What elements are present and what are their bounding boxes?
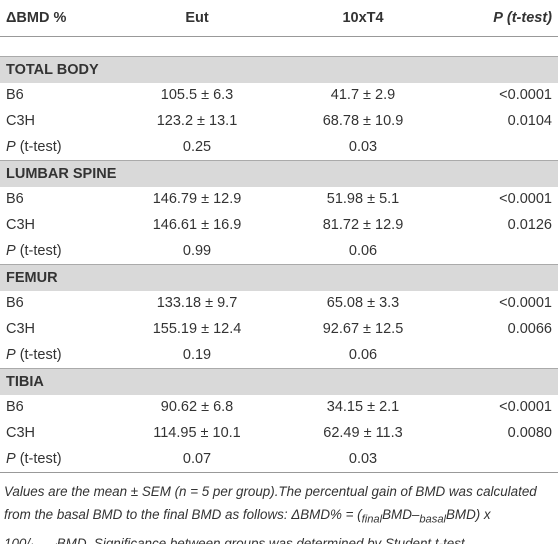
section-row: FEMUR bbox=[0, 264, 558, 291]
section-title: TOTAL BODY bbox=[6, 62, 99, 78]
row-label: C3H bbox=[6, 217, 36, 233]
data-row: C3H 123.2 ± 13.1 68.78 ± 10.9 0.0104 bbox=[0, 108, 558, 134]
row-label: B6 bbox=[6, 295, 24, 311]
p-value: 0.0066 bbox=[507, 321, 552, 337]
ptest-row: P (t-test) 0.07 0.03 bbox=[0, 446, 558, 472]
p-value: 0.0126 bbox=[507, 217, 552, 233]
section-title: FEMUR bbox=[6, 270, 58, 286]
eut-value: 146.61 ± 16.9 bbox=[152, 217, 242, 233]
ptest-italic: P bbox=[6, 139, 16, 155]
row-label: C3H bbox=[6, 113, 36, 129]
data-row: C3H 146.61 ± 16.9 81.72 ± 12.9 0.0126 bbox=[0, 212, 558, 238]
data-row: C3H 155.19 ± 12.4 92.67 ± 12.5 0.0066 bbox=[0, 316, 558, 342]
ptest-row: P (t-test) 0.19 0.06 bbox=[0, 342, 558, 368]
ptest-text: (t-test) bbox=[19, 451, 62, 467]
ptest-italic: P bbox=[6, 347, 16, 363]
ptest-label: P (t-test) bbox=[6, 134, 62, 160]
footnote: Values are the mean ± SEM (n = 5 per gro… bbox=[4, 480, 554, 544]
row-label: C3H bbox=[6, 321, 36, 337]
ptest-row: P (t-test) 0.99 0.06 bbox=[0, 238, 558, 264]
data-row: B6 90.62 ± 6.8 34.15 ± 2.1 <0.0001 bbox=[0, 394, 558, 420]
row-label: B6 bbox=[6, 399, 24, 415]
footnote-text: BMD) x 100/ bbox=[4, 507, 491, 544]
row-label: B6 bbox=[6, 191, 24, 207]
footnote-text: Values are the mean ± SEM (n = 5 per gro… bbox=[4, 484, 537, 522]
ptest-t4: 0.03 bbox=[348, 139, 378, 155]
t4-value: 68.78 ± 10.9 bbox=[322, 113, 404, 129]
ptest-label: P (t-test) bbox=[6, 342, 62, 368]
eut-value: 90.62 ± 6.8 bbox=[160, 399, 234, 415]
eut-value: 133.18 ± 9.7 bbox=[156, 295, 238, 311]
t4-value: 65.08 ± 3.3 bbox=[326, 295, 400, 311]
p-value: <0.0001 bbox=[499, 87, 552, 103]
ptest-eut: 0.19 bbox=[182, 347, 212, 363]
section-row: TOTAL BODY bbox=[0, 56, 558, 83]
ptest-eut: 0.25 bbox=[182, 139, 212, 155]
ptest-eut: 0.07 bbox=[182, 451, 212, 467]
eut-value: 105.5 ± 6.3 bbox=[160, 87, 234, 103]
eut-value: 155.19 ± 12.4 bbox=[152, 321, 242, 337]
ptest-text: (t-test) bbox=[19, 243, 62, 259]
footnote-text: BMD– bbox=[382, 507, 420, 522]
data-row: B6 146.79 ± 12.9 51.98 ± 5.1 <0.0001 bbox=[0, 186, 558, 212]
p-value: 0.0080 bbox=[507, 425, 552, 441]
ptest-row: P (t-test) 0.25 0.03 bbox=[0, 134, 558, 160]
ptest-t4: 0.06 bbox=[348, 347, 378, 363]
ptest-text: (t-test) bbox=[19, 139, 62, 155]
section-title: LUMBAR SPINE bbox=[6, 166, 117, 182]
footnote-sub: final bbox=[361, 513, 383, 526]
ptest-label: P (t-test) bbox=[6, 446, 62, 472]
t4-value: 41.7 ± 2.9 bbox=[330, 87, 396, 103]
ptest-italic: P bbox=[6, 451, 16, 467]
section-row: TIBIA bbox=[0, 368, 558, 395]
t4-value: 51.98 ± 5.1 bbox=[326, 191, 400, 207]
t4-value: 81.72 ± 12.9 bbox=[322, 217, 404, 233]
data-row: B6 133.18 ± 9.7 65.08 ± 3.3 <0.0001 bbox=[0, 290, 558, 316]
t4-value: 92.67 ± 12.5 bbox=[322, 321, 404, 337]
eut-value: 146.79 ± 12.9 bbox=[152, 191, 242, 207]
section-title: TIBIA bbox=[6, 374, 44, 390]
header-label: ΔBMD % bbox=[6, 10, 67, 26]
t4-value: 62.49 ± 11.3 bbox=[323, 425, 403, 441]
ptest-label: P (t-test) bbox=[6, 238, 62, 264]
ptest-t4: 0.06 bbox=[348, 243, 378, 259]
p-value: <0.0001 bbox=[499, 191, 552, 207]
t4-value: 34.15 ± 2.1 bbox=[326, 399, 400, 415]
ptest-text: (t-test) bbox=[19, 347, 62, 363]
p-value: <0.0001 bbox=[499, 295, 552, 311]
footnote-text: BMD. Significance between groups was det… bbox=[56, 535, 469, 544]
footnote-sub: basal bbox=[419, 513, 446, 526]
data-row: C3H 114.95 ± 10.1 62.49 ± 11.3 0.0080 bbox=[0, 420, 558, 446]
header-p-italic: P bbox=[493, 10, 503, 26]
header-eut: Eut bbox=[185, 10, 209, 26]
ptest-t4: 0.03 bbox=[348, 451, 378, 467]
eut-value: 114.95 ± 10.1 bbox=[153, 425, 241, 441]
row-label: B6 bbox=[6, 87, 24, 103]
p-value: 0.0104 bbox=[507, 113, 552, 129]
table-rule bbox=[0, 472, 558, 473]
eut-value: 123.2 ± 13.1 bbox=[156, 113, 238, 129]
footnote-sub: basal bbox=[30, 542, 57, 544]
ptest-eut: 0.99 bbox=[182, 243, 212, 259]
data-row: B6 105.5 ± 6.3 41.7 ± 2.9 <0.0001 bbox=[0, 82, 558, 108]
section-row: LUMBAR SPINE bbox=[0, 160, 558, 187]
header-row: ΔBMD % Eut 10xT4 P (t-test) bbox=[0, 0, 558, 37]
header-p: P (t-test) bbox=[432, 0, 552, 36]
p-value: <0.0001 bbox=[499, 399, 552, 415]
row-label: C3H bbox=[6, 425, 36, 441]
header-t4: 10xT4 bbox=[342, 10, 384, 26]
ptest-italic: P bbox=[6, 243, 16, 259]
header-p-text: (t-test) bbox=[506, 10, 552, 26]
